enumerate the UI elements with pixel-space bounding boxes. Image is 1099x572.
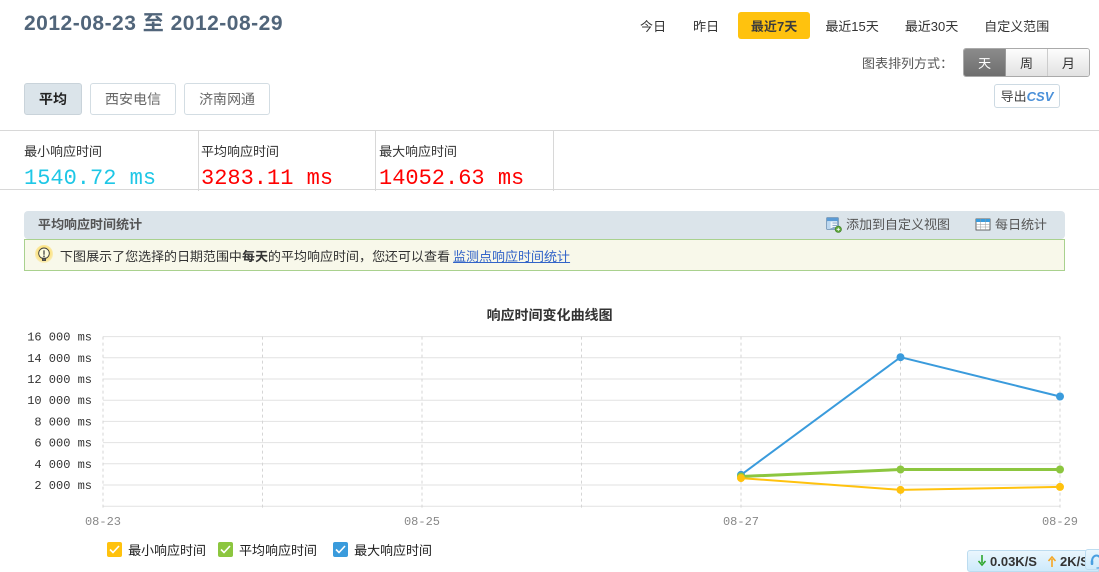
- svg-text:08-27: 08-27: [723, 515, 759, 529]
- svg-text:6 000 ms: 6 000 ms: [34, 437, 92, 451]
- svg-text:2 000 ms: 2 000 ms: [34, 479, 92, 493]
- svg-text:8 000 ms: 8 000 ms: [34, 415, 92, 429]
- svg-text:10 000 ms: 10 000 ms: [27, 394, 92, 408]
- svg-text:08-23: 08-23: [85, 515, 121, 529]
- svg-text:4 000 ms: 4 000 ms: [34, 458, 92, 472]
- svg-text:16 000 ms: 16 000 ms: [27, 331, 92, 345]
- svg-text:12 000 ms: 12 000 ms: [27, 373, 92, 387]
- svg-text:08-25: 08-25: [404, 515, 440, 529]
- svg-text:14 000 ms: 14 000 ms: [27, 352, 92, 366]
- svg-text:08-29: 08-29: [1042, 515, 1078, 529]
